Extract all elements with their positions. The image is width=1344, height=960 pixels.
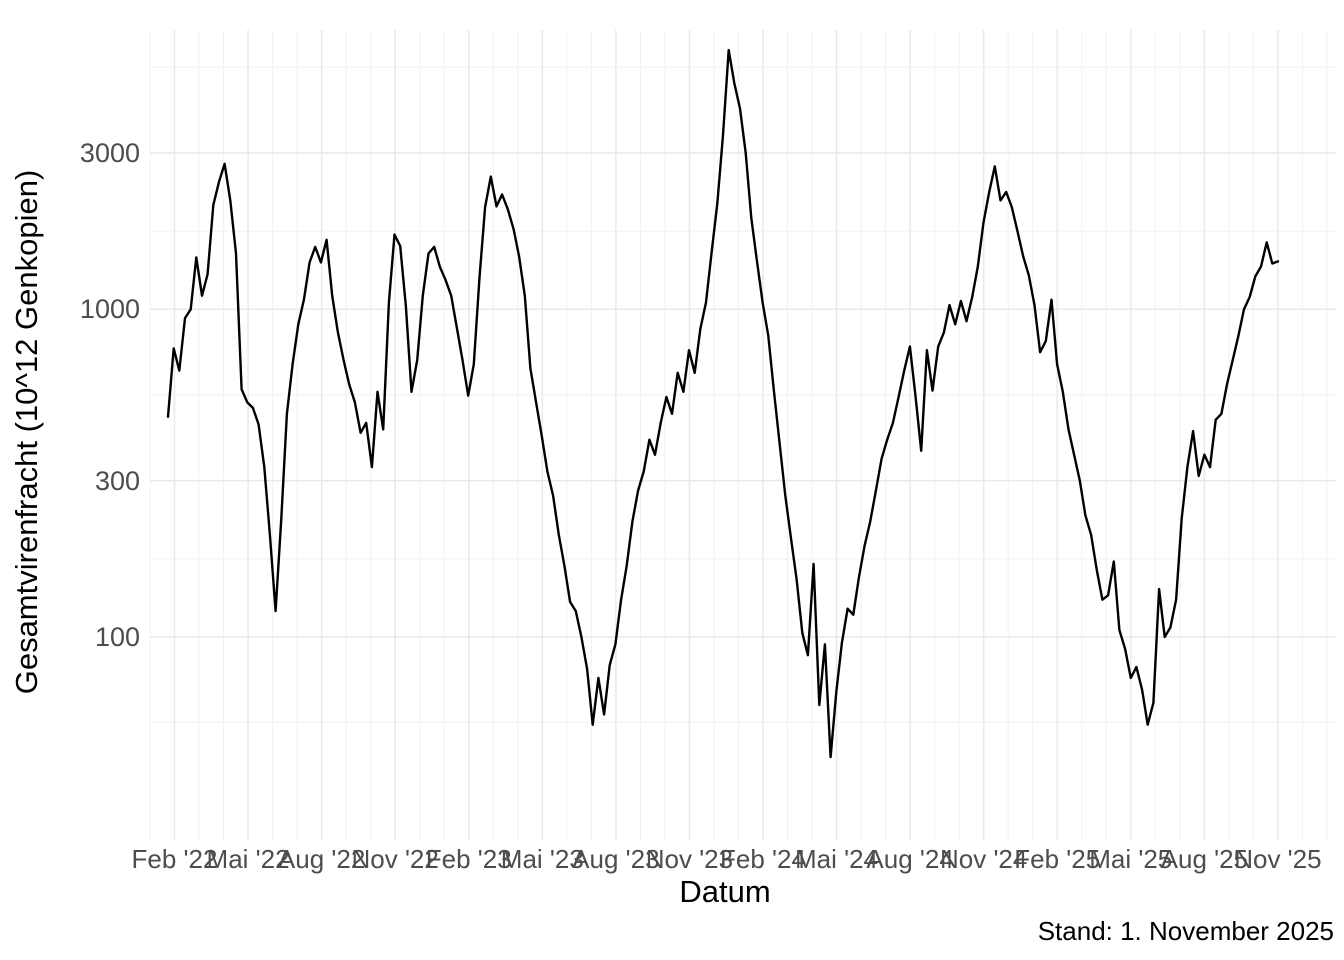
x-tick-label: Nov '24 xyxy=(939,844,1028,874)
x-tick-label: Nov '25 xyxy=(1234,844,1322,874)
x-tick-label: Feb '23 xyxy=(425,844,512,874)
y-tick-label: 1000 xyxy=(79,294,140,325)
y-axis-title: Gesamtvirenfracht (10^12 Genkopien) xyxy=(9,169,44,695)
x-tick-label: Aug '23 xyxy=(572,844,660,874)
x-tick-label: Nov '22 xyxy=(351,844,439,874)
x-tick-label: Aug '24 xyxy=(866,844,954,874)
x-tick-label: Mai '24 xyxy=(795,844,879,874)
x-tick-label: Mai '22 xyxy=(206,844,290,874)
caption-stand-date: Stand: 1. November 2025 xyxy=(1037,916,1334,946)
viral-load-line xyxy=(166,48,1280,759)
x-tick-label: Feb '24 xyxy=(720,844,806,874)
x-tick-label: Feb '22 xyxy=(131,844,218,874)
y-tick-label: 300 xyxy=(94,465,140,496)
x-tick-label: Nov '23 xyxy=(645,844,734,874)
x-tick-label: Aug '22 xyxy=(277,844,366,874)
x-tick-label: Feb '25 xyxy=(1014,844,1101,874)
y-tick-label: 100 xyxy=(94,622,140,652)
x-tick-label: Mai '23 xyxy=(500,844,584,874)
x-tick-label: Aug '25 xyxy=(1160,844,1249,874)
x-tick-label: Mai '25 xyxy=(1089,844,1173,874)
y-tick-label: 3000 xyxy=(79,137,140,168)
x-axis-title: Datum xyxy=(679,874,771,909)
